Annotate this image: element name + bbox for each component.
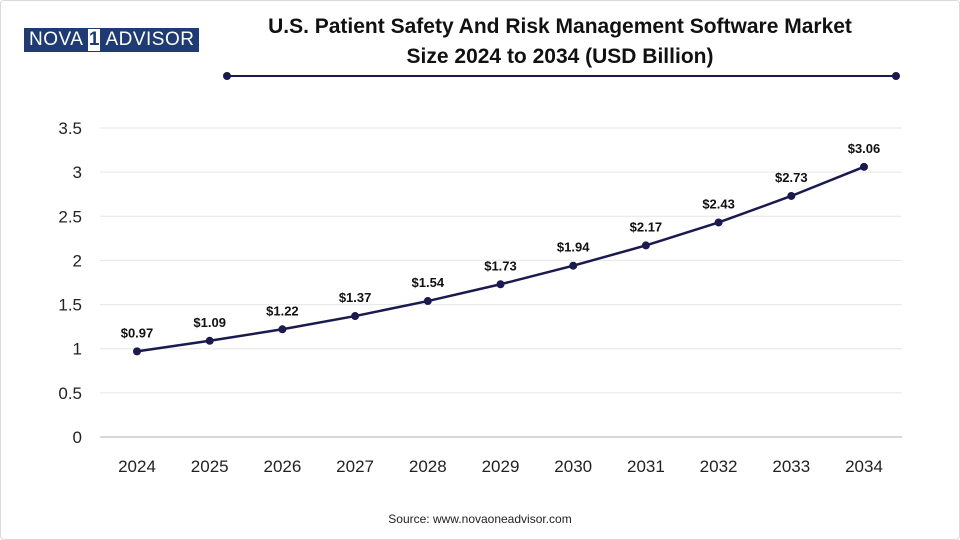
title-underline-right-dot xyxy=(892,72,900,80)
data-point xyxy=(641,241,650,250)
x-tick-label: 2030 xyxy=(554,457,592,476)
data-label: $3.06 xyxy=(848,141,881,156)
data-point xyxy=(714,218,723,227)
data-point xyxy=(133,347,141,356)
x-tick-label: 2029 xyxy=(482,457,520,476)
data-point xyxy=(496,280,505,289)
data-point xyxy=(205,336,214,345)
y-tick-label: 2 xyxy=(73,251,82,270)
source-note: Source: www.novaoneadvisor.com xyxy=(388,512,572,526)
x-tick-label: 2025 xyxy=(191,457,229,476)
data-point xyxy=(860,162,868,171)
data-label: $2.17 xyxy=(630,219,663,234)
chart-title: U.S. Patient Safety And Risk Management … xyxy=(200,12,920,72)
data-point xyxy=(787,191,796,200)
data-label: $1.22 xyxy=(266,303,299,318)
x-tick-label: 2026 xyxy=(263,457,301,476)
y-tick-label: 1 xyxy=(73,340,82,359)
chart-title-line-2: Size 2024 to 2034 (USD Billion) xyxy=(406,45,714,68)
logo-text-advisor: ADVISOR xyxy=(101,28,200,52)
data-point xyxy=(569,261,578,270)
data-label: $2.43 xyxy=(702,196,735,211)
x-tick-label: 2032 xyxy=(700,457,738,476)
y-tick-label: 3.5 xyxy=(58,119,82,138)
data-label: $1.37 xyxy=(339,290,372,305)
data-point xyxy=(423,297,432,306)
data-label: $1.09 xyxy=(193,315,226,330)
y-tick-label: 3 xyxy=(73,163,82,182)
logo-text-one: 1 xyxy=(87,28,102,52)
data-label: $1.94 xyxy=(557,240,590,255)
data-label: $0.97 xyxy=(121,325,154,340)
title-underline-left-dot xyxy=(223,72,231,80)
data-point xyxy=(351,312,360,321)
chart-title-line-1: U.S. Patient Safety And Risk Management … xyxy=(268,15,852,38)
data-label: $1.54 xyxy=(412,275,445,290)
y-tick-label: 2.5 xyxy=(58,207,82,226)
x-tick-label: 2028 xyxy=(409,457,447,476)
x-tick-label: 2033 xyxy=(772,457,810,476)
title-underline xyxy=(223,72,900,80)
data-label: $2.73 xyxy=(775,170,808,185)
y-tick-label: 1.5 xyxy=(58,296,82,315)
x-tick-label: 2027 xyxy=(336,457,374,476)
y-tick-label: 0.5 xyxy=(58,384,82,403)
x-tick-label: 2034 xyxy=(845,457,883,476)
logo-text-nova: NOVA xyxy=(24,28,88,52)
data-point xyxy=(278,325,287,334)
x-tick-label: 2031 xyxy=(627,457,665,476)
y-tick-label: 0 xyxy=(73,428,82,447)
x-tick-label: 2024 xyxy=(118,457,156,476)
novaoneadvisor-logo: NOVA 1 ADVISOR xyxy=(24,28,200,52)
data-label: $1.73 xyxy=(484,258,517,273)
